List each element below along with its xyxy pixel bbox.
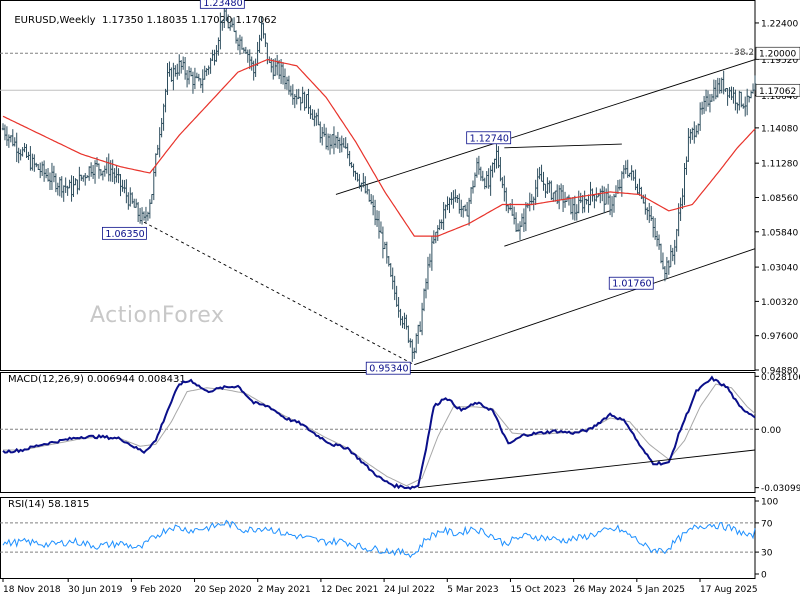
price-label-box (608, 276, 654, 290)
rsi-tick-label: 0 (761, 571, 767, 581)
moving-average-line (2, 58, 756, 237)
price-label-box (102, 226, 147, 240)
macd-tick-label: 0.00 (761, 426, 781, 436)
trend-line (504, 143, 622, 149)
trend-line (335, 59, 756, 195)
x-tick-label: 20 Sep 2020 (195, 585, 252, 595)
price-tick-label: 0.94880 (761, 367, 798, 377)
price-tick-label: 1.03040 (761, 264, 798, 274)
x-tick-label: 17 Aug 2025 (700, 585, 758, 595)
price-tick-label: 1.22400 (761, 19, 798, 29)
price-tick-label: 0.97600 (761, 332, 798, 342)
price-label: 1.06350 (105, 229, 144, 240)
x-tick-label: 12 Dec 2021 (321, 585, 379, 595)
price-label: 1.01760 (612, 279, 651, 290)
price-label: 1.12740 (470, 133, 509, 144)
price-tick-label: 1.16640 (761, 92, 798, 102)
price-label: 1.23480 (203, 0, 242, 9)
level-tag (755, 46, 800, 60)
trend-line (414, 248, 756, 366)
x-tick-label: 5 Mar 2023 (447, 585, 498, 595)
level-tag-label: 1.20000 (759, 50, 796, 60)
fib-label: 38.2 (734, 48, 755, 58)
price-tick-label: 1.19520 (761, 56, 798, 66)
x-tick-label: 30 Jun 2019 (68, 585, 122, 595)
chart-header: EURUSD,Weekly 1.17350 1.18035 1.17020 1.… (8, 4, 277, 26)
macd-line (2, 375, 756, 490)
rsi-line (2, 519, 756, 559)
rsi-tick-label: 70 (761, 519, 773, 529)
price-tick-label: 1.05840 (761, 228, 798, 238)
trend-line (143, 221, 415, 366)
macd-signal-line (3, 383, 756, 487)
x-tick-label: 24 Jul 2022 (384, 585, 435, 595)
macd-tick-label: 0.028106 (761, 373, 800, 383)
price-bars (1, 1, 757, 362)
x-tick-label: 15 Oct 2023 (510, 585, 566, 595)
trend-line (504, 210, 611, 247)
ohlc-values: 1.17350 1.18035 1.17020 1.17062 (101, 15, 277, 26)
price-label-box (365, 361, 411, 375)
watermark: ActionForex (90, 303, 225, 328)
current-price-tag (755, 83, 800, 97)
price-tick-label: 1.08560 (761, 194, 798, 204)
rsi-pane-frame (0, 497, 756, 579)
price-pane-frame (0, 0, 756, 371)
symbol-label: EURUSD,Weekly (14, 15, 96, 26)
x-tick-label: 5 Jan 2025 (637, 585, 685, 595)
rsi-label: RSI(14) 58.1815 (8, 499, 90, 510)
price-label-box (466, 131, 512, 145)
x-tick-label: 9 Feb 2020 (131, 585, 182, 595)
macd-pane-frame (0, 372, 756, 493)
price-label: 0.95340 (369, 364, 408, 375)
macd-trend-line (418, 449, 756, 489)
price-tick-label: 1.00320 (761, 298, 798, 308)
current-price-label: 1.17062 (759, 87, 796, 97)
x-tick-label: 2 May 2021 (258, 585, 311, 595)
rsi-tick-label: 30 (761, 549, 773, 559)
x-tick-label: 18 Nov 2018 (3, 585, 61, 595)
rsi-tick-label: 100 (761, 498, 778, 508)
macd-tick-label: -0.03099 (761, 484, 800, 494)
macd-label: MACD(12,26,9) 0.006944 0.008431 (8, 374, 186, 385)
price-tick-label: 1.14080 (761, 124, 798, 134)
x-tick-label: 26 May 2024 (574, 585, 633, 595)
price-label-box (199, 0, 245, 9)
price-tick-label: 1.11280 (761, 160, 798, 170)
